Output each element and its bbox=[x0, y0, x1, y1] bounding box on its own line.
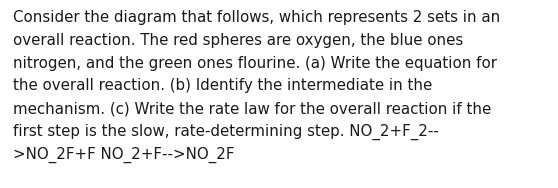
Text: mechanism. (c) Write the rate law for the overall reaction if the: mechanism. (c) Write the rate law for th… bbox=[13, 101, 491, 116]
Text: the overall reaction. (b) Identify the intermediate in the: the overall reaction. (b) Identify the i… bbox=[13, 78, 432, 93]
Text: >NO_2F+F NO_2+F-->NO_2F: >NO_2F+F NO_2+F-->NO_2F bbox=[13, 147, 234, 163]
Text: overall reaction. The red spheres are oxygen, the blue ones: overall reaction. The red spheres are ox… bbox=[13, 33, 463, 48]
Text: first step is the slow, rate-determining step. NO_2+F_2--: first step is the slow, rate-determining… bbox=[13, 124, 439, 140]
Text: Consider the diagram that follows, which represents 2 sets in an: Consider the diagram that follows, which… bbox=[13, 10, 501, 25]
Text: nitrogen, and the green ones flourine. (a) Write the equation for: nitrogen, and the green ones flourine. (… bbox=[13, 56, 497, 71]
